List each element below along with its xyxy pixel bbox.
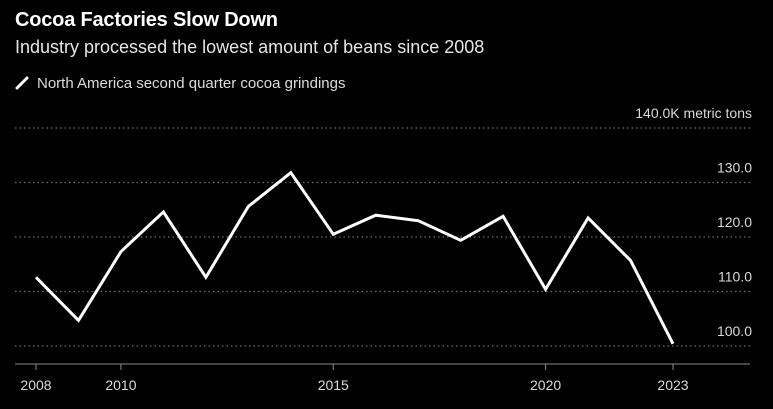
x-tick-label: 2020 <box>530 377 561 393</box>
chart-subtitle: Industry processed the lowest amount of … <box>15 37 485 57</box>
x-tick-label: 2015 <box>318 377 349 393</box>
y-tick-label: 100.0 <box>717 323 752 339</box>
x-tick-label: 2008 <box>20 377 51 393</box>
x-tick-label: 2010 <box>105 377 136 393</box>
legend: North America second quarter cocoa grind… <box>15 72 346 94</box>
chart-title: Cocoa Factories Slow Down <box>15 9 278 31</box>
x-tick-label: 2023 <box>657 377 688 393</box>
white-slash-line-icon <box>15 76 29 90</box>
series-line <box>34 170 675 345</box>
axis-layer: 100.0 110.0 120.0 130.0 140.0K metric tons 20… <box>15 105 752 393</box>
y-tick-label: 110.0 <box>718 269 752 285</box>
y-tick-label: 140.0K metric tons <box>635 105 752 121</box>
legend-label: North America second quarter cocoa grind… <box>37 74 346 92</box>
y-tick-label: 130.0 <box>717 160 752 176</box>
grid-layer <box>15 127 750 347</box>
y-tick-label: 120.0 <box>717 214 752 230</box>
series-layer <box>34 170 675 345</box>
